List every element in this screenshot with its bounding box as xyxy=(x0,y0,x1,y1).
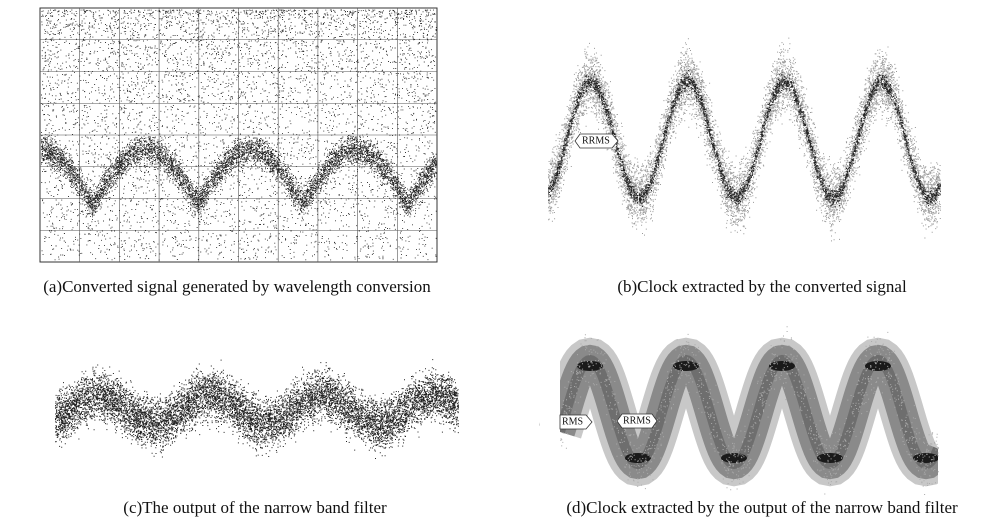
dense-blob xyxy=(817,453,843,463)
marker-box xyxy=(574,133,619,149)
panel-b xyxy=(548,37,941,242)
scope-grid xyxy=(40,8,437,262)
dense-blob xyxy=(865,361,891,371)
noise xyxy=(548,70,941,208)
clip-edge xyxy=(938,330,958,500)
panel-c xyxy=(55,359,459,459)
marker: RRMS xyxy=(616,413,658,429)
panel-d xyxy=(539,326,959,500)
dense-blob xyxy=(673,361,699,371)
marker: RMS xyxy=(559,414,593,430)
dense-blob xyxy=(625,453,651,463)
caption: (a)Converted signal generated by wavelen… xyxy=(43,277,431,296)
clip-edge xyxy=(540,330,560,500)
marker-label: RMS xyxy=(562,416,583,427)
caption: (c)The output of the narrow band filter xyxy=(123,498,387,517)
band-core xyxy=(555,354,943,470)
marker-box xyxy=(616,413,658,429)
marker-label: RRMS xyxy=(582,135,610,146)
noise xyxy=(55,359,459,459)
noise xyxy=(548,37,941,242)
caption: (b)Clock extracted by the converted sign… xyxy=(617,277,907,296)
noise xyxy=(41,9,437,261)
marker: RRMS xyxy=(574,133,619,149)
panel-a xyxy=(39,7,438,263)
marker-box xyxy=(559,414,593,430)
dense-blob xyxy=(913,453,939,463)
caption: (d)Clock extracted by the output of the … xyxy=(566,498,958,517)
dense-blob xyxy=(769,361,795,371)
marker-label: RRMS xyxy=(623,415,651,426)
